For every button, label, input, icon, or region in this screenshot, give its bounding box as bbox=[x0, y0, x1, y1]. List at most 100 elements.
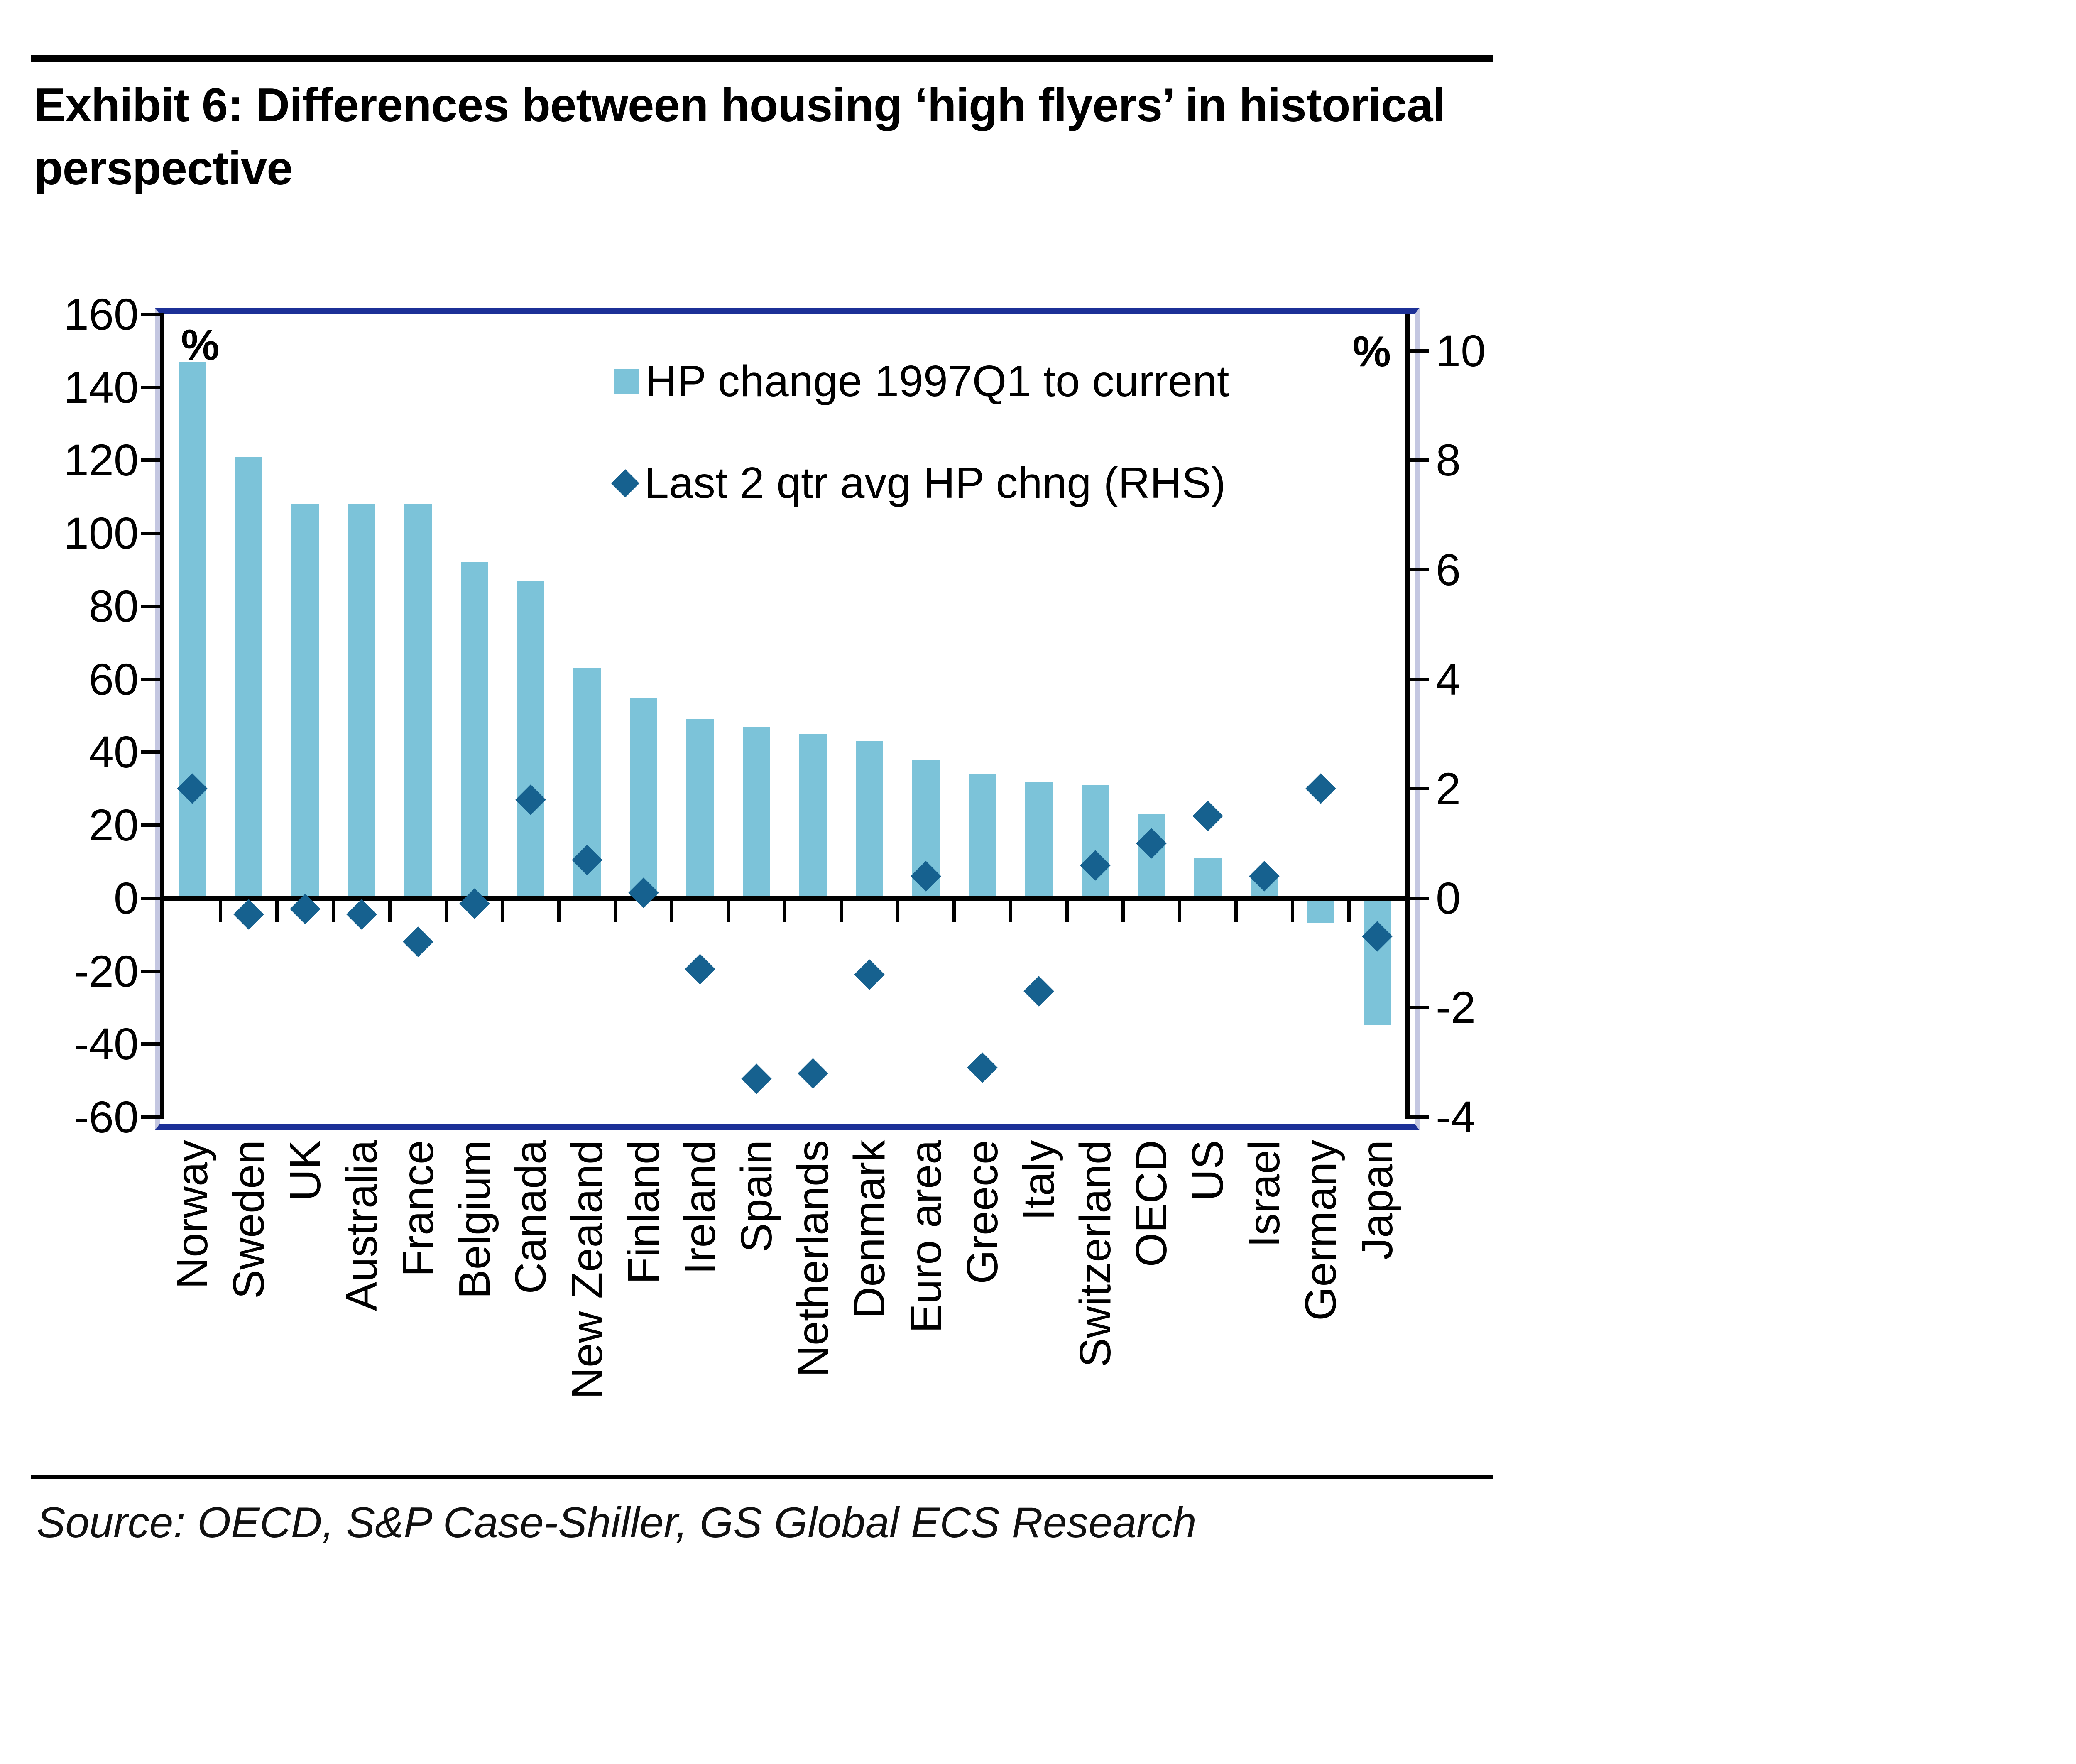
x-axis-tick bbox=[727, 900, 730, 922]
category-label-italy: Italy bbox=[1014, 1140, 1063, 1221]
bar-us bbox=[1194, 858, 1222, 898]
category-label-euro-area: Euro area bbox=[901, 1140, 950, 1333]
right-axis-tick-label: 8 bbox=[1436, 435, 1461, 485]
legend-label-bars: HP change 1997Q1 to current bbox=[645, 357, 1229, 406]
left-axis-tick bbox=[141, 750, 164, 754]
category-label-france: France bbox=[393, 1140, 443, 1277]
category-label-finland: Finland bbox=[619, 1140, 668, 1284]
category-label-australia: Australia bbox=[337, 1140, 386, 1311]
x-axis-tick bbox=[952, 900, 956, 922]
bar-belgium bbox=[460, 562, 488, 898]
left-axis-tick-label: -40 bbox=[73, 1019, 139, 1069]
right-axis-tick bbox=[1405, 677, 1429, 681]
bar-germany bbox=[1307, 900, 1335, 923]
right-axis-tick bbox=[1405, 896, 1429, 900]
top-rule bbox=[31, 55, 1493, 62]
x-axis-tick bbox=[670, 900, 674, 922]
category-label-spain: Spain bbox=[732, 1140, 781, 1253]
right-axis-tick bbox=[1405, 568, 1429, 572]
x-axis-tick bbox=[1234, 900, 1238, 922]
category-label-greece: Greece bbox=[957, 1140, 1007, 1284]
category-label-norway: Norway bbox=[167, 1140, 217, 1289]
left-axis-tick-label: 120 bbox=[64, 435, 139, 485]
right-axis-tick bbox=[1405, 787, 1429, 791]
right-axis-tick bbox=[1405, 1006, 1429, 1009]
left-axis-tick bbox=[141, 823, 164, 827]
x-axis-tick bbox=[1178, 900, 1182, 922]
left-axis-tick bbox=[141, 532, 164, 535]
x-axis-tick bbox=[275, 900, 279, 922]
bar-spain bbox=[743, 726, 771, 898]
category-label-denmark: Denmark bbox=[845, 1140, 894, 1319]
left-axis-tick-label: 20 bbox=[88, 800, 139, 850]
x-axis-tick bbox=[839, 900, 843, 922]
legend-label-diamonds: Last 2 qtr avg HP chng (RHS) bbox=[644, 458, 1226, 507]
legend: HP change 1997Q1 to current Last 2 qtr a… bbox=[611, 356, 1229, 560]
right-axis-tick-label: 6 bbox=[1436, 544, 1461, 595]
category-label-germany: Germany bbox=[1296, 1140, 1346, 1321]
left-axis-tick bbox=[141, 677, 164, 681]
left-axis-tick-label: 0 bbox=[113, 872, 139, 923]
bar-canada bbox=[517, 581, 545, 898]
right-axis-tick bbox=[1405, 1115, 1429, 1119]
left-axis-tick-label: 40 bbox=[88, 727, 139, 777]
right-axis-unit-label: % bbox=[1352, 328, 1391, 376]
category-label-canada: Canada bbox=[506, 1140, 556, 1294]
left-axis-tick-label: 60 bbox=[88, 654, 139, 704]
left-axis-unit-label: % bbox=[181, 321, 220, 369]
category-label-sweden: Sweden bbox=[224, 1140, 273, 1299]
legend-item-diamonds: Last 2 qtr avg HP chng (RHS) bbox=[611, 458, 1229, 520]
left-axis-tick bbox=[141, 969, 164, 973]
bar-denmark bbox=[855, 741, 883, 898]
x-axis-tick bbox=[1347, 900, 1351, 922]
left-axis-tick bbox=[141, 1115, 164, 1119]
x-axis-tick bbox=[1291, 900, 1295, 922]
right-axis-line bbox=[1405, 314, 1410, 1117]
bar-finland bbox=[630, 697, 658, 898]
x-axis-tick bbox=[614, 900, 617, 922]
left-axis-tick bbox=[141, 458, 164, 462]
category-label-us: US bbox=[1183, 1140, 1233, 1201]
x-axis-tick bbox=[501, 900, 504, 922]
x-axis-tick bbox=[388, 900, 392, 922]
chart-title: Exhibit 6: Differences between housing ‘… bbox=[34, 79, 1446, 195]
category-label-oecd: OECD bbox=[1127, 1140, 1176, 1267]
category-label-switzerland: Switzerland bbox=[1070, 1140, 1120, 1367]
left-axis-tick-label: 160 bbox=[64, 289, 139, 339]
x-axis-tick bbox=[1009, 900, 1012, 922]
x-axis-tick bbox=[444, 900, 448, 922]
left-axis-tick-label: 80 bbox=[88, 581, 139, 631]
left-axis-tick bbox=[141, 385, 164, 389]
bar-australia bbox=[348, 504, 375, 898]
bottom-rule bbox=[31, 1475, 1493, 1479]
right-axis-tick bbox=[1405, 349, 1429, 353]
left-axis-line bbox=[160, 314, 164, 1117]
left-axis-tick-label: -20 bbox=[73, 946, 139, 996]
legend-item-bars: HP change 1997Q1 to current bbox=[614, 356, 1229, 419]
bar-ireland bbox=[686, 719, 714, 898]
zero-line bbox=[164, 895, 1405, 901]
left-axis-tick-label: -60 bbox=[73, 1092, 139, 1142]
diamond-swatch-icon bbox=[611, 469, 639, 497]
left-axis-tick-label: 140 bbox=[64, 362, 139, 412]
category-label-israel: Israel bbox=[1240, 1140, 1289, 1248]
bar-norway bbox=[178, 362, 206, 898]
right-axis-tick-label: -4 bbox=[1436, 1092, 1476, 1142]
category-label-japan: Japan bbox=[1353, 1140, 1402, 1260]
category-label-ireland: Ireland bbox=[676, 1140, 725, 1275]
bar-uk bbox=[291, 504, 319, 898]
right-axis-tick-label: -2 bbox=[1436, 982, 1476, 1033]
left-axis-tick bbox=[141, 604, 164, 608]
right-axis-tick-label: 4 bbox=[1436, 654, 1461, 704]
bar-italy bbox=[1025, 781, 1053, 898]
x-axis-tick bbox=[218, 900, 222, 922]
category-label-netherlands: Netherlands bbox=[788, 1140, 837, 1377]
bar-netherlands bbox=[799, 734, 827, 898]
category-label-uk: UK bbox=[280, 1140, 330, 1201]
x-axis-tick bbox=[1121, 900, 1125, 922]
x-axis-tick bbox=[896, 900, 899, 922]
right-axis-tick-label: 10 bbox=[1436, 325, 1486, 376]
x-axis-tick bbox=[557, 900, 561, 922]
bar-france bbox=[404, 504, 432, 898]
category-label-new-zealand: New Zealand bbox=[563, 1140, 612, 1399]
